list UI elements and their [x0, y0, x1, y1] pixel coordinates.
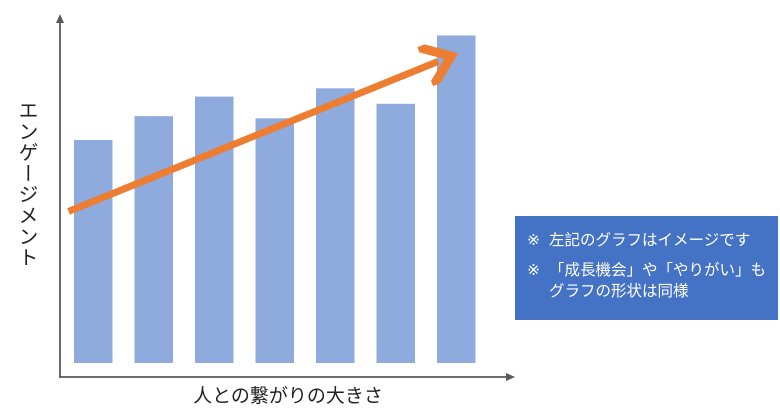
bar	[316, 88, 355, 364]
note-text-2: 「成長機会」や「やりがい」もグラフの形状は同様	[549, 261, 767, 300]
note-mark: ※	[527, 231, 540, 249]
bar	[255, 118, 294, 363]
note-mark: ※	[527, 261, 540, 279]
note-item: ※ 「成長機会」や「やりがい」もグラフの形状は同様	[527, 260, 770, 302]
bar-group	[74, 35, 476, 364]
bar	[376, 103, 415, 364]
bar	[195, 96, 234, 363]
note-text-1: 左記のグラフはイメージです	[549, 231, 751, 249]
x-axis-arrowhead	[506, 373, 515, 381]
note-item: ※ 左記のグラフはイメージです	[527, 230, 770, 251]
bar	[74, 140, 113, 363]
x-axis-label: 人との繋がりの大きさ	[193, 385, 383, 407]
trend-arrow	[67, 61, 439, 215]
bar	[437, 35, 476, 363]
y-axis-arrowhead	[56, 14, 64, 23]
y-axis-label: エンゲージメント	[15, 100, 39, 268]
bar	[134, 116, 173, 363]
note-box: ※ 左記のグラフはイメージです ※ 「成長機会」や「やりがい」もグラフの形状は同…	[515, 216, 778, 320]
